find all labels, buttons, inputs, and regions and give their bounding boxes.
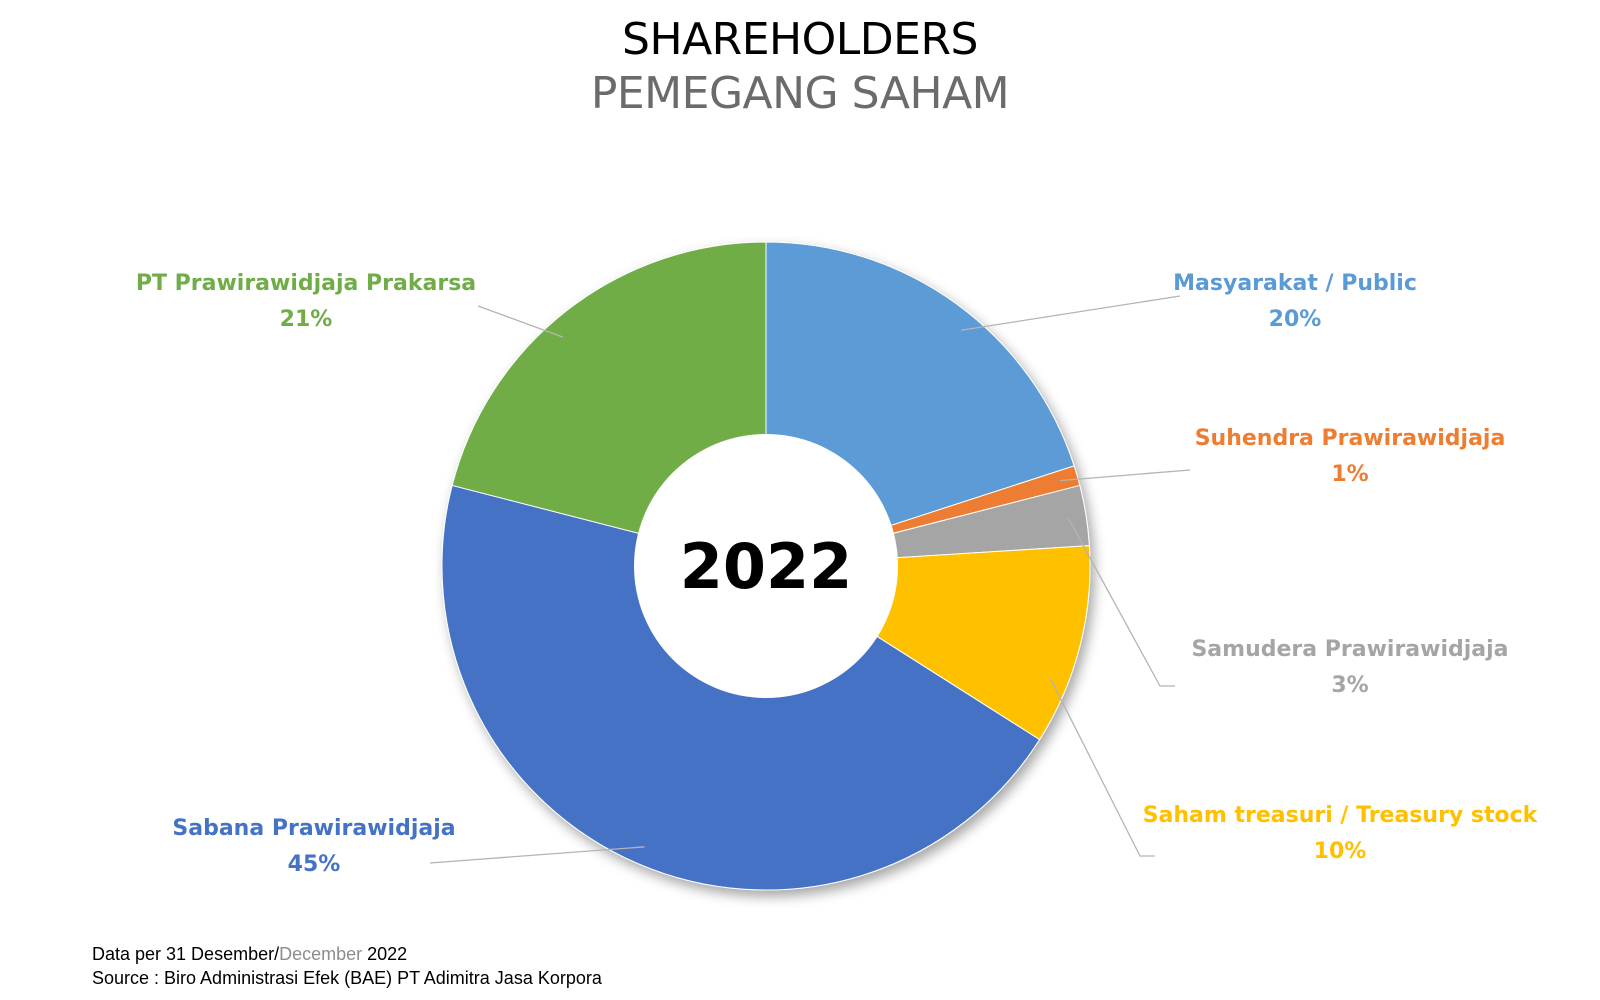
slice-label-2: Suhendra Prawirawidjaja (1195, 426, 1506, 451)
slice-label-4: Saham treasuri / Treasury stock (1143, 803, 1539, 828)
slice-value-label-4: 10% (1314, 839, 1367, 864)
chart-title: SHAREHOLDERS (622, 14, 978, 65)
slice-labels: Masyarakat / Public 20% Suhendra Prawirawi… (136, 271, 1539, 877)
leader-line-6 (477, 305, 564, 338)
leader-line-4 (1049, 678, 1155, 857)
leader-line-3 (1067, 517, 1175, 687)
slice-value-label-3: 3% (1331, 673, 1368, 698)
slice-label-1: Masyarakat / Public (1173, 271, 1417, 296)
footnote-date-prefix: Data per 31 Desember/ (92, 944, 280, 964)
slice-value-label-2: 1% (1331, 462, 1368, 487)
leader-line-5 (429, 846, 645, 864)
slice-label-3: Samudera Prawirawidjaja (1191, 637, 1508, 662)
slice-value-label-6: 21% (280, 307, 333, 332)
leader-line-2 (1059, 469, 1191, 482)
slice-label-6: PT Prawirawidjaja Prakarsa (136, 271, 476, 296)
leader-lines (429, 295, 1191, 864)
footnote-date-english: December (279, 944, 363, 964)
slice-label-5: Sabana Prawirawidjaja (172, 816, 455, 841)
chart-subtitle: PEMEGANG SAHAM (590, 68, 1010, 119)
footnote-date-suffix: 2022 (362, 944, 408, 964)
slice-value-label-5: 45% (288, 852, 341, 877)
footnote-date: Data per 31 Desember/December 2022 (92, 944, 407, 965)
slice-value-label-1: 20% (1269, 307, 1322, 332)
leader-line-1 (960, 295, 1181, 331)
center-year-label: 2022 (680, 530, 853, 603)
donut-hole (634, 434, 898, 698)
footnote-source: Source : Biro Administrasi Efek (BAE) PT… (92, 968, 602, 988)
